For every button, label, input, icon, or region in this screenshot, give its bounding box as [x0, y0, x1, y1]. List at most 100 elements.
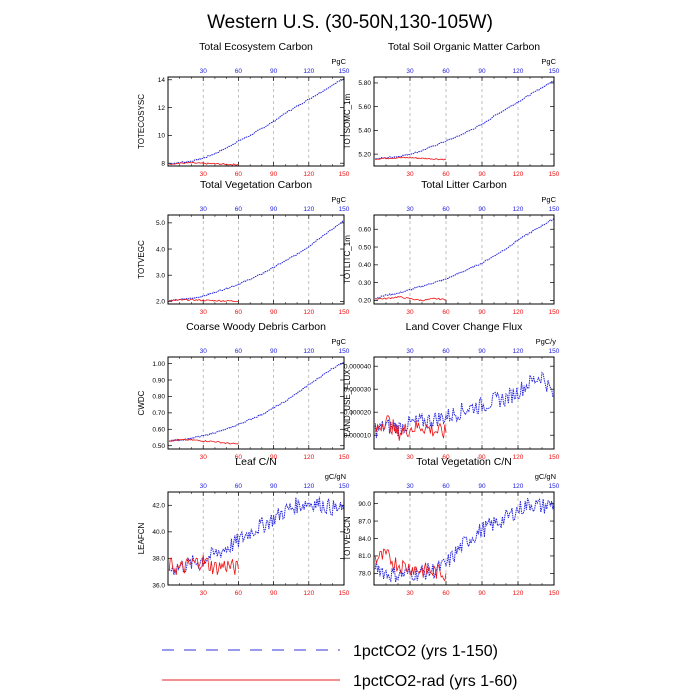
series-line-1pctco2: [168, 496, 345, 576]
x-tick-label-bottom: 30: [200, 171, 208, 178]
y-tick-label: 0.50: [358, 244, 371, 251]
y-tick-label: 5.80: [358, 80, 371, 87]
units-label: PgC: [331, 337, 346, 346]
x-tick-label-top: 90: [270, 68, 278, 75]
y-tick-label: 38.0: [152, 556, 165, 563]
y-tick-label: 87.0: [358, 518, 371, 525]
x-tick-label-bottom: 90: [478, 590, 486, 597]
x-tick-label-top: 60: [442, 206, 450, 213]
x-tick-label-bottom: 60: [442, 171, 450, 178]
x-tick-label-top: 120: [303, 68, 314, 75]
x-tick-label-top: 150: [339, 206, 350, 213]
y-axis-label: TOTLITC_1m: [343, 235, 352, 284]
plot-frame: [373, 214, 555, 305]
y-tick-label: 0.70: [152, 410, 165, 417]
chart-title: Total Ecosystem Carbon: [199, 41, 313, 53]
y-tick-label: 14: [158, 77, 166, 84]
y-tick-label: 0.60: [152, 427, 165, 434]
x-tick-label-top: 60: [442, 68, 450, 75]
y-axis-label: TOTVEGC: [137, 240, 146, 279]
chart-title: Total Vegetation C/N: [416, 456, 512, 468]
units-label: gC/gN: [535, 472, 556, 481]
units-label: PgC: [541, 57, 556, 66]
x-tick-label-top: 60: [442, 348, 450, 355]
series-line-1pctco2-rad: [168, 161, 239, 166]
x-tick-label-bottom: 90: [478, 309, 486, 316]
plot-frame: [167, 491, 345, 586]
x-tick-label-top: 60: [235, 483, 243, 490]
x-tick-label-top: 120: [303, 206, 314, 213]
x-tick-label-bottom: 150: [549, 454, 560, 461]
chart-title: Total Soil Organic Matter Carbon: [388, 41, 540, 53]
series-line-1pctco2-rad: [168, 554, 239, 575]
x-tick-label-top: 120: [303, 483, 314, 490]
x-tick-label-bottom: 120: [303, 590, 314, 597]
y-tick-label: 36.0: [152, 582, 165, 589]
x-tick-label-bottom: 60: [235, 590, 243, 597]
legend-label-1pctco2: 1pctCO2 (yrs 1-150): [353, 643, 498, 660]
series-line-1pctco2: [375, 218, 555, 300]
chart-grid: Total Ecosystem Carbon PgC 30 30 60 60 90 90 120…: [137, 41, 560, 597]
x-tick-label-top: 30: [406, 348, 414, 355]
y-tick-label: 0.000020: [344, 410, 371, 417]
y-tick-label: 0.80: [152, 394, 165, 401]
x-tick-label-top: 60: [235, 206, 243, 213]
x-tick-label-bottom: 120: [303, 309, 314, 316]
y-tick-label: 0.90: [152, 377, 165, 384]
series-line-1pctco2-rad: [169, 298, 239, 303]
plot-frame: [373, 491, 555, 586]
x-tick-label-bottom: 30: [406, 590, 414, 597]
x-tick-label-top: 90: [270, 206, 278, 213]
x-tick-label-bottom: 120: [303, 171, 314, 178]
plot-frame: [373, 76, 555, 167]
x-tick-label-top: 120: [513, 206, 524, 213]
y-tick-label: 4.0: [156, 246, 165, 253]
x-tick-label-bottom: 30: [406, 309, 414, 316]
x-tick-label-bottom: 120: [303, 454, 314, 461]
x-tick-label-top: 60: [235, 348, 243, 355]
x-tick-label-bottom: 150: [549, 590, 560, 597]
x-tick-label-bottom: 90: [270, 454, 278, 461]
x-tick-label-bottom: 60: [442, 309, 450, 316]
series-line-1pctco2: [169, 78, 345, 165]
y-axis-label: CWDC: [137, 390, 146, 415]
y-axis-label: TOTECOSYSC: [137, 94, 146, 149]
x-tick-label-top: 150: [549, 483, 560, 490]
series-line-1pctco2-rad: [374, 415, 447, 441]
y-tick-label: 81.0: [358, 553, 371, 560]
x-tick-label-top: 30: [200, 206, 208, 213]
chart-total-vegetation-carbon: Total Vegetation Carbon PgC 30 30 60 60 90 90 12…: [137, 179, 350, 316]
x-tick-label-top: 150: [549, 68, 560, 75]
x-tick-label-bottom: 30: [200, 454, 208, 461]
chart-total-vegetation-c-n: Total Vegetation C/N gC/gN 30 30 60 60 90 90 120…: [343, 456, 560, 597]
x-tick-label-bottom: 90: [270, 171, 278, 178]
x-tick-label-top: 120: [513, 483, 524, 490]
x-tick-label-bottom: 120: [513, 590, 524, 597]
x-tick-label-top: 120: [513, 348, 524, 355]
y-tick-label: 1.00: [152, 361, 165, 368]
y-tick-label: 8: [161, 161, 165, 168]
x-tick-label-bottom: 120: [513, 309, 524, 316]
series-line-1pctco2: [168, 361, 345, 442]
y-tick-label: 0.000010: [344, 433, 371, 440]
y-tick-label: 5.60: [358, 104, 371, 111]
x-tick-label-bottom: 30: [200, 590, 208, 597]
y-tick-label: 0.000040: [344, 364, 371, 371]
x-tick-label-bottom: 150: [339, 590, 350, 597]
units-label: PgC: [331, 195, 346, 204]
y-axis-label: LEAFCN: [137, 522, 146, 554]
series-line-1pctco2-rad: [375, 156, 447, 161]
chart-title: Total Vegetation Carbon: [200, 179, 312, 191]
y-tick-label: 5.20: [358, 151, 371, 158]
plot-frame: [167, 214, 345, 305]
chart-title: Coarse Woody Debris Carbon: [186, 321, 326, 333]
x-tick-label-top: 30: [200, 483, 208, 490]
x-tick-label-top: 150: [549, 348, 560, 355]
series-line-1pctco2: [374, 497, 555, 583]
x-tick-label-bottom: 60: [442, 454, 450, 461]
x-tick-label-bottom: 60: [442, 590, 450, 597]
x-tick-label-bottom: 60: [235, 171, 243, 178]
x-tick-label-bottom: 30: [406, 454, 414, 461]
